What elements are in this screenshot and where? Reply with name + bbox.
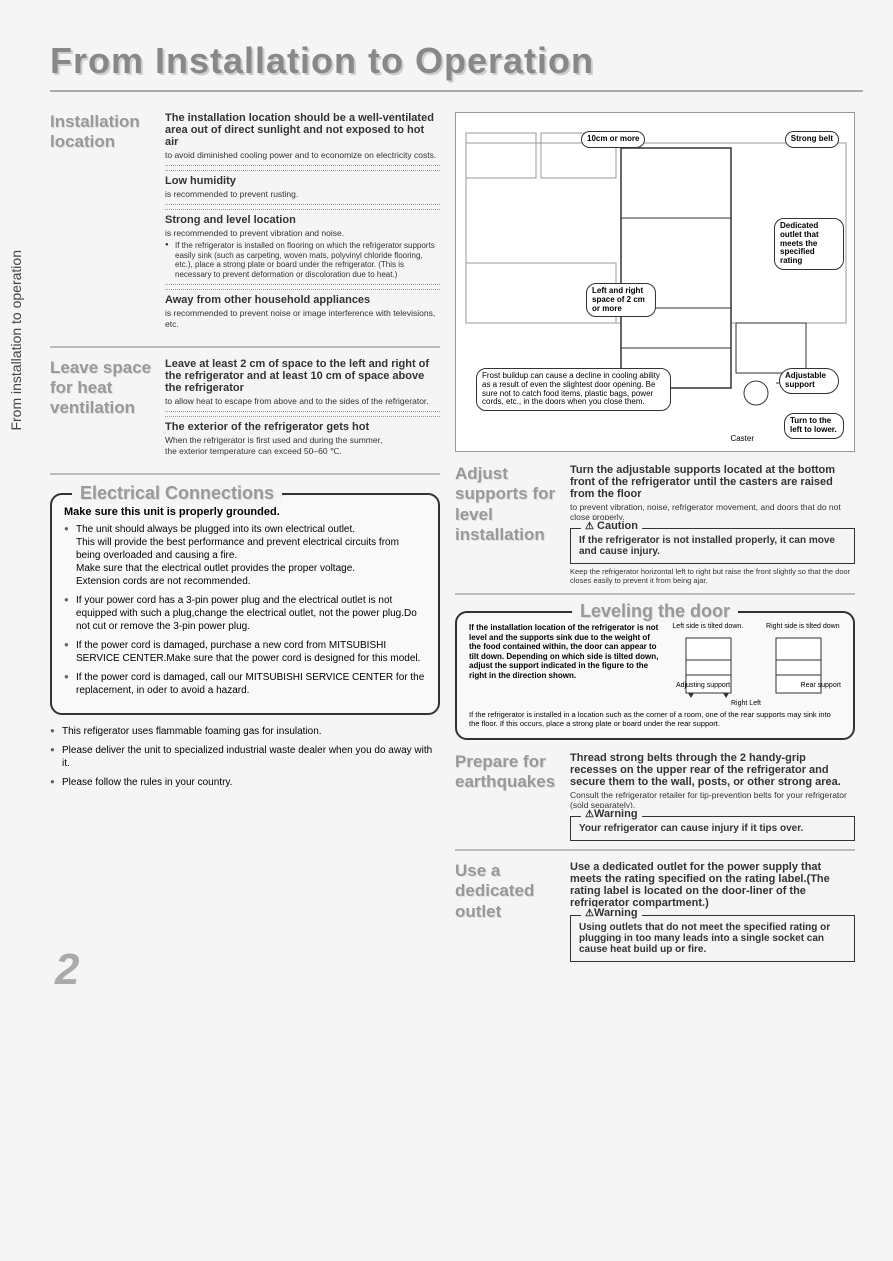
box-title: Leveling the door [572,601,738,622]
label: Adjusting support [676,682,730,689]
sub-text: When the refrigerator is first used and … [165,435,440,461]
callout-adjust-support: Adjustable support [779,368,839,394]
sub-heading: Strong and level location [165,209,440,226]
callout-belt: Strong belt [785,131,839,148]
label-text: Warning [594,808,638,820]
callout-turn: Turn to the left to lower. [784,413,844,439]
note: If the refrigerator is installed in a lo… [469,710,841,728]
section-label: Adjust supports for level installation [455,464,570,585]
section-body: Turn the adjustable supports located at … [570,464,855,585]
callout-10cm: 10cm or more [581,131,645,148]
bullet: If your power cord has a 3-pin power plu… [64,594,426,633]
sub-text: to prevent vibration, noise, refrigerato… [570,502,855,522]
warning-icon: ⚠ [585,908,594,919]
leveling-figures: Left side is tilted down. Right side is … [671,623,841,707]
sub-heading: Low humidity [165,170,440,187]
text: the exterior temperature can exceed 50–6… [165,446,342,456]
warning-label: ⚠Warning [581,907,642,919]
bullet: If the power cord is damaged, call our M… [64,671,426,697]
leveling-door-box: Leveling the door If the installation lo… [455,611,855,740]
leveling-content: If the installation location of the refr… [469,623,841,707]
section-label: Installation location [50,112,165,338]
side-tab-label: From installation to operation [8,250,24,431]
section-body: Leave at least 2 cm of space to the left… [165,358,440,465]
label-text: Caution [597,520,638,532]
page-number: 2 [55,945,79,995]
label: Right Left [731,700,761,707]
electrical-connections-box: Electrical Connections Make sure this un… [50,493,440,715]
section-installation-location: Installation location The installation l… [50,112,440,348]
callout-outlet: Dedicated outlet that meets the specifie… [774,218,844,270]
warning-box: ⚠Warning Using outlets that do not meet … [570,915,855,962]
section-adjust-supports: Adjust supports for level installation T… [455,464,855,595]
sub-text: to avoid diminished cooling power and to… [165,150,440,166]
bullet: Please deliver the unit to specialized i… [50,744,440,770]
sub-heading: The installation location should be a we… [165,112,440,148]
page-title: From Installation to Operation [50,40,863,92]
callout-frost: Frost buildup can cause a decline in coo… [476,368,671,411]
label-caster: Caster [730,434,754,443]
warning-icon: ⚠ [585,521,594,532]
bullet: If the power cord is damaged, purchase a… [64,639,426,665]
section-label: Use a dedicated outlet [455,861,570,962]
section-label: Leave space for heat ventilation [50,358,165,465]
warning-text: Your refrigerator can cause injury if it… [579,823,803,834]
fig-label: Left side is tilted down. [672,623,743,630]
section-leave-space: Leave space for heat ventilation Leave a… [50,358,440,475]
warning-label: ⚠Warning [581,808,642,820]
box-title: Electrical Connections [72,483,282,504]
warning-text: Using outlets that do not meet the speci… [579,922,830,955]
bullet: This refigerator uses flammable foaming … [50,725,440,738]
bullet: The unit should always be plugged into i… [64,523,426,588]
sub-heading: Leave at least 2 cm of space to the left… [165,358,440,394]
label-text: Warning [594,907,638,919]
section-body: The installation location should be a we… [165,112,440,338]
sub-heading: Away from other household appliances [165,289,440,306]
text: is recommended to prevent vibration and … [165,228,344,238]
bullet: Please follow the rules in your country. [50,776,440,789]
caution-label: ⚠ Caution [581,520,642,532]
sub-heading: Use a dedicated outlet for the power sup… [570,861,855,909]
sub-heading: Thread strong belts through the 2 handy-… [570,752,855,788]
sub-heading: Turn the adjustable supports located at … [570,464,855,500]
leveling-text: If the installation location of the refr… [469,623,661,707]
section-earthquakes: Prepare for earthquakes Thread strong be… [455,752,855,851]
sub-text: Consult the refrigerator retailer for ti… [570,790,855,810]
callout-2cm: Left and right space of 2 cm or more [586,283,656,317]
sub-text: is recommended to prevent noise or image… [165,308,440,334]
section-dedicated-outlet: Use a dedicated outlet Use a dedicated o… [455,861,855,970]
label: Rear support [801,682,841,689]
warning-text: If the refrigerator is not installed pro… [579,535,835,557]
sub-text: to allow heat to escape from above and t… [165,396,440,412]
lead-text: Make sure this unit is properly grounded… [64,505,426,519]
right-column: 10cm or more Strong belt Dedicated outle… [455,112,855,980]
caution-box: ⚠ Caution If the refrigerator is not ins… [570,528,855,564]
section-label: Prepare for earthquakes [455,752,570,841]
bullet-note: If the refrigerator is installed on floo… [165,241,440,279]
sub-heading: The exterior of the refrigerator gets ho… [165,416,440,433]
fig-label: Right side is tilted down [766,623,840,630]
sub-text: is recommended to prevent rusting. [165,189,440,205]
sub-text: is recommended to prevent vibration and … [165,228,440,284]
installation-diagram: 10cm or more Strong belt Dedicated outle… [455,112,855,452]
content-columns: Installation location The installation l… [50,112,863,980]
text: When the refrigerator is first used and … [165,435,382,445]
warning-box: ⚠Warning Your refrigerator can cause inj… [570,816,855,841]
section-body: Thread strong belts through the 2 handy-… [570,752,855,841]
section-body: Use a dedicated outlet for the power sup… [570,861,855,962]
note: Keep the refrigerator horizontal left to… [570,567,855,585]
left-column: Installation location The installation l… [50,112,440,980]
warning-icon: ⚠ [585,809,594,820]
fridge-icons [671,630,841,705]
